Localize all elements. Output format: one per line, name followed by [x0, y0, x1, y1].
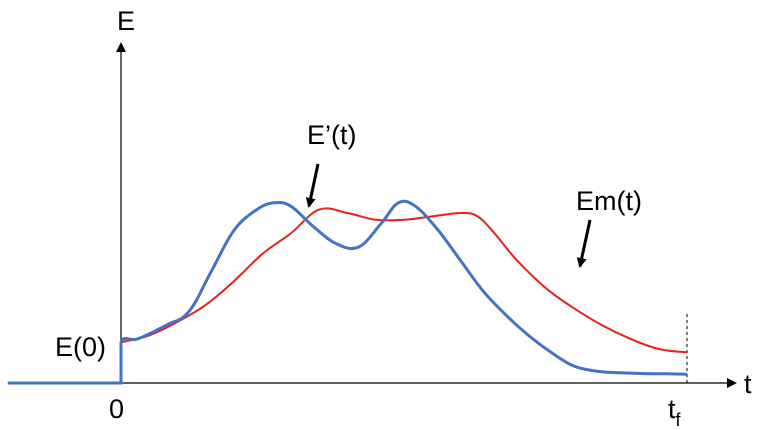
series-em-line: [120, 207, 688, 354]
series-eprime-line: [7, 199, 688, 385]
y-axis-label: E: [117, 6, 135, 36]
annotation-eprime-arrow: [305, 163, 320, 208]
annotation-eprime-label: E’(t): [307, 120, 357, 150]
x-tick-label-0: 0: [109, 394, 124, 424]
annotation-em-arrow: [576, 219, 592, 268]
annotation-em-label: Em(t): [576, 186, 642, 216]
x-axis-label: t: [744, 369, 752, 399]
x-tick-label-tf: tf: [668, 394, 682, 430]
x-tick-label-tf-main: t: [668, 394, 676, 424]
x-tick-label-tf-sub: f: [676, 410, 682, 430]
y-tick-label-e0: E(0): [55, 332, 106, 362]
